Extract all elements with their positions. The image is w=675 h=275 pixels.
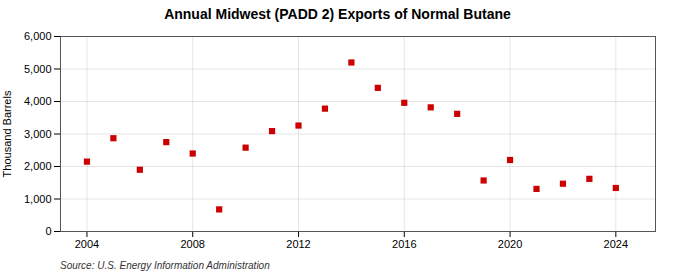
svg-text:2020: 2020 [498,238,522,250]
svg-text:2,000: 2,000 [24,160,52,172]
svg-text:2024: 2024 [604,238,628,250]
svg-text:1,000: 1,000 [24,193,52,205]
svg-text:2016: 2016 [392,238,416,250]
svg-text:2004: 2004 [75,238,99,250]
html-text:Annual Midwest (PADD 2) Export: Annual Midwest (PADD 2) Exports of Norma… [164,6,511,22]
svg-text:6,000: 6,000 [24,30,52,42]
svg-text:5,000: 5,000 [24,63,52,75]
html-text:Source: U.S. Energy Informatio: Source: U.S. Energy Information Administ… [60,260,270,271]
svg-text:Thousand Barrels: Thousand Barrels [1,90,13,177]
svg-text:2008: 2008 [180,238,204,250]
svg-text:2012: 2012 [286,238,310,250]
svg-text:4,000: 4,000 [24,95,52,107]
svg-text:0: 0 [45,225,51,237]
svg-text:3,000: 3,000 [24,128,52,140]
